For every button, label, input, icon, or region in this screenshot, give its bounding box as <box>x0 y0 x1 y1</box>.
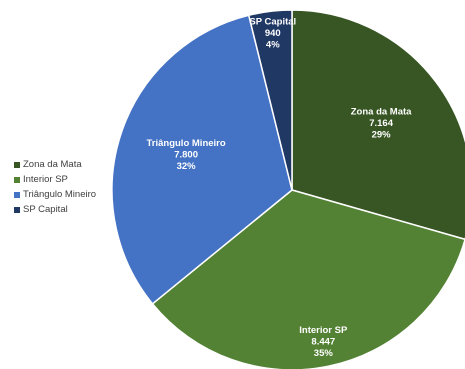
slice-label-value-sp-capital: 940 <box>265 28 281 39</box>
slice-label-value-zona-da-mata: 7.164 <box>369 118 393 129</box>
chart-legend: Zona da Mata Interior SP Triângulo Minei… <box>14 157 96 217</box>
legend-label-triangulo-mineiro: Triângulo Mineiro <box>23 189 97 200</box>
legend-item-sp-capital: SP Capital <box>14 202 96 217</box>
slice-label-value-interior-sp: 8.447 <box>311 337 335 348</box>
slice-label-percent-interior-sp: 35% <box>314 348 334 359</box>
slice-label-category-interior-sp: Interior SP <box>299 325 348 336</box>
pie-slice-triangulo-mineiro <box>111 14 293 305</box>
slice-label-percent-triangulo-mineiro: 32% <box>177 161 197 172</box>
legend-label-interior-sp: Interior SP <box>23 174 68 185</box>
legend-swatch-interior-sp <box>14 176 20 183</box>
pie-slices <box>111 9 465 369</box>
slice-label-value-triangulo-mineiro: 7.800 <box>174 150 198 161</box>
legend-item-zona-da-mata: Zona da Mata <box>14 157 96 172</box>
slice-label-percent-zona-da-mata: 29% <box>372 129 392 140</box>
pie-slice-zona-da-mata <box>291 9 465 241</box>
legend-swatch-triangulo-mineiro <box>14 191 20 198</box>
legend-swatch-sp-capital <box>14 206 20 213</box>
slice-label-category-zona-da-mata: Zona da Mata <box>351 106 412 117</box>
slice-label-category-triangulo-mineiro: Triângulo Mineiro <box>147 138 226 149</box>
legend-label-zona-da-mata: Zona da Mata <box>23 159 82 170</box>
legend-label-sp-capital: SP Capital <box>23 204 68 215</box>
legend-item-interior-sp: Interior SP <box>14 172 96 187</box>
legend-swatch-zona-da-mata <box>14 161 20 168</box>
slice-label-percent-sp-capital: 4% <box>266 39 280 50</box>
pie-slice-sp-capital <box>247 9 293 191</box>
pie-slice-interior-sp <box>151 189 465 369</box>
slice-label-category-sp-capital: SP Capital <box>249 16 296 27</box>
legend-item-triangulo-mineiro: Triângulo Mineiro <box>14 187 96 202</box>
